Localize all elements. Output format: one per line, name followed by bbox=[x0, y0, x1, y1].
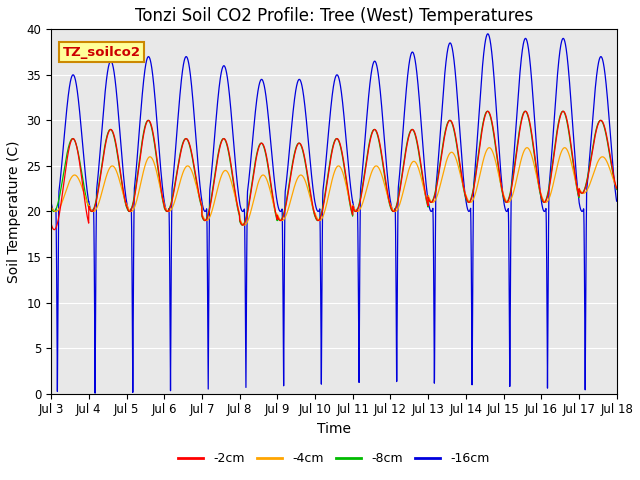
Y-axis label: Soil Temperature (C): Soil Temperature (C) bbox=[7, 140, 21, 283]
Text: TZ_soilco2: TZ_soilco2 bbox=[63, 46, 140, 59]
X-axis label: Time: Time bbox=[317, 422, 351, 436]
Legend: -2cm, -4cm, -8cm, -16cm: -2cm, -4cm, -8cm, -16cm bbox=[173, 447, 495, 470]
Title: Tonzi Soil CO2 Profile: Tree (West) Temperatures: Tonzi Soil CO2 Profile: Tree (West) Temp… bbox=[135, 7, 533, 25]
